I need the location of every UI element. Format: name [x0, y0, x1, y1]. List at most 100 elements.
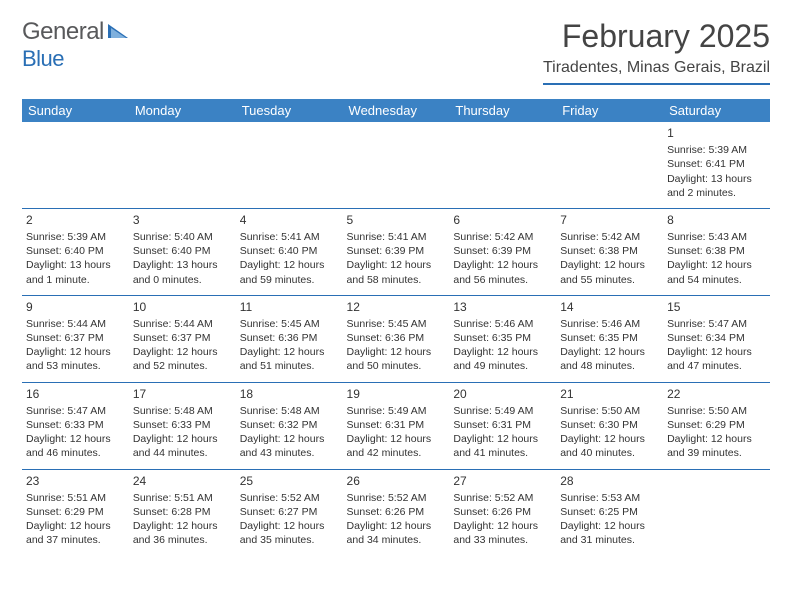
sunset-line: Sunset: 6:31 PM: [453, 418, 552, 432]
calendar-day-cell: 6Sunrise: 5:42 AMSunset: 6:39 PMDaylight…: [449, 208, 556, 295]
sunrise-line: Sunrise: 5:49 AM: [453, 404, 552, 418]
calendar-day-cell: [236, 122, 343, 208]
sunset-line: Sunset: 6:38 PM: [560, 244, 659, 258]
daylight-line: Daylight: 13 hours and 1 minute.: [26, 258, 125, 286]
sunset-line: Sunset: 6:31 PM: [347, 418, 446, 432]
sunrise-line: Sunrise: 5:45 AM: [240, 317, 339, 331]
day-number: 5: [347, 212, 446, 228]
sunset-line: Sunset: 6:40 PM: [240, 244, 339, 258]
sunset-line: Sunset: 6:29 PM: [26, 505, 125, 519]
calendar-day-cell: [556, 122, 663, 208]
calendar-day-cell: 16Sunrise: 5:47 AMSunset: 6:33 PMDayligh…: [22, 382, 129, 469]
sunset-line: Sunset: 6:25 PM: [560, 505, 659, 519]
calendar-day-cell: 25Sunrise: 5:52 AMSunset: 6:27 PMDayligh…: [236, 469, 343, 555]
day-number: 23: [26, 473, 125, 489]
calendar-week: 1Sunrise: 5:39 AMSunset: 6:41 PMDaylight…: [22, 122, 770, 208]
calendar-day-cell: 8Sunrise: 5:43 AMSunset: 6:38 PMDaylight…: [663, 208, 770, 295]
calendar-page: General February 2025 Tiradentes, Minas …: [0, 0, 792, 612]
sunrise-line: Sunrise: 5:42 AM: [453, 230, 552, 244]
calendar-day-cell: 23Sunrise: 5:51 AMSunset: 6:29 PMDayligh…: [22, 469, 129, 555]
daylight-line: Daylight: 12 hours and 33 minutes.: [453, 519, 552, 547]
calendar-day-cell: 17Sunrise: 5:48 AMSunset: 6:33 PMDayligh…: [129, 382, 236, 469]
day-number: 26: [347, 473, 446, 489]
header: General February 2025 Tiradentes, Minas …: [22, 18, 770, 85]
calendar-day-cell: 22Sunrise: 5:50 AMSunset: 6:29 PMDayligh…: [663, 382, 770, 469]
calendar-day-cell: [129, 122, 236, 208]
dayname-header: Wednesday: [343, 99, 450, 122]
daylight-line: Daylight: 12 hours and 50 minutes.: [347, 345, 446, 373]
sunset-line: Sunset: 6:36 PM: [347, 331, 446, 345]
calendar-day-cell: 7Sunrise: 5:42 AMSunset: 6:38 PMDaylight…: [556, 208, 663, 295]
sunrise-line: Sunrise: 5:42 AM: [560, 230, 659, 244]
calendar-day-cell: 2Sunrise: 5:39 AMSunset: 6:40 PMDaylight…: [22, 208, 129, 295]
calendar-day-cell: [22, 122, 129, 208]
daylight-line: Daylight: 12 hours and 39 minutes.: [667, 432, 766, 460]
sunrise-line: Sunrise: 5:45 AM: [347, 317, 446, 331]
calendar-week: 16Sunrise: 5:47 AMSunset: 6:33 PMDayligh…: [22, 382, 770, 469]
daylight-line: Daylight: 13 hours and 0 minutes.: [133, 258, 232, 286]
sunset-line: Sunset: 6:35 PM: [560, 331, 659, 345]
daylight-line: Daylight: 12 hours and 31 minutes.: [560, 519, 659, 547]
daylight-line: Daylight: 12 hours and 34 minutes.: [347, 519, 446, 547]
sunrise-line: Sunrise: 5:48 AM: [133, 404, 232, 418]
daylight-line: Daylight: 12 hours and 46 minutes.: [26, 432, 125, 460]
daylight-line: Daylight: 12 hours and 41 minutes.: [453, 432, 552, 460]
sunset-line: Sunset: 6:34 PM: [667, 331, 766, 345]
calendar-day-cell: 28Sunrise: 5:53 AMSunset: 6:25 PMDayligh…: [556, 469, 663, 555]
day-number: 1: [667, 125, 766, 141]
daylight-line: Daylight: 12 hours and 52 minutes.: [133, 345, 232, 373]
sunrise-line: Sunrise: 5:51 AM: [133, 491, 232, 505]
sunrise-line: Sunrise: 5:47 AM: [667, 317, 766, 331]
day-number: 7: [560, 212, 659, 228]
calendar-day-cell: 26Sunrise: 5:52 AMSunset: 6:26 PMDayligh…: [343, 469, 450, 555]
daylight-line: Daylight: 12 hours and 36 minutes.: [133, 519, 232, 547]
day-number: 8: [667, 212, 766, 228]
daylight-line: Daylight: 12 hours and 49 minutes.: [453, 345, 552, 373]
day-number: 12: [347, 299, 446, 315]
sunrise-line: Sunrise: 5:47 AM: [26, 404, 125, 418]
sunrise-line: Sunrise: 5:48 AM: [240, 404, 339, 418]
dayname-row: SundayMondayTuesdayWednesdayThursdayFrid…: [22, 99, 770, 122]
dayname-header: Thursday: [449, 99, 556, 122]
daylight-line: Daylight: 12 hours and 59 minutes.: [240, 258, 339, 286]
day-number: 2: [26, 212, 125, 228]
day-number: 13: [453, 299, 552, 315]
sunrise-line: Sunrise: 5:52 AM: [453, 491, 552, 505]
dayname-header: Sunday: [22, 99, 129, 122]
daylight-line: Daylight: 12 hours and 37 minutes.: [26, 519, 125, 547]
day-number: 3: [133, 212, 232, 228]
calendar-day-cell: 24Sunrise: 5:51 AMSunset: 6:28 PMDayligh…: [129, 469, 236, 555]
title-divider: [543, 83, 770, 85]
sunset-line: Sunset: 6:35 PM: [453, 331, 552, 345]
sunrise-line: Sunrise: 5:49 AM: [347, 404, 446, 418]
day-number: 14: [560, 299, 659, 315]
title-block: February 2025 Tiradentes, Minas Gerais, …: [543, 18, 770, 85]
daylight-line: Daylight: 12 hours and 51 minutes.: [240, 345, 339, 373]
logo-word2: Blue: [22, 46, 64, 71]
dayname-header: Saturday: [663, 99, 770, 122]
sunset-line: Sunset: 6:36 PM: [240, 331, 339, 345]
day-number: 27: [453, 473, 552, 489]
calendar-day-cell: 15Sunrise: 5:47 AMSunset: 6:34 PMDayligh…: [663, 295, 770, 382]
day-number: 18: [240, 386, 339, 402]
sunset-line: Sunset: 6:40 PM: [26, 244, 125, 258]
sunset-line: Sunset: 6:40 PM: [133, 244, 232, 258]
calendar-table: SundayMondayTuesdayWednesdayThursdayFrid…: [22, 99, 770, 555]
day-number: 21: [560, 386, 659, 402]
daylight-line: Daylight: 12 hours and 54 minutes.: [667, 258, 766, 286]
sunset-line: Sunset: 6:39 PM: [347, 244, 446, 258]
day-number: 15: [667, 299, 766, 315]
calendar-week: 23Sunrise: 5:51 AMSunset: 6:29 PMDayligh…: [22, 469, 770, 555]
sunset-line: Sunset: 6:32 PM: [240, 418, 339, 432]
calendar-week: 2Sunrise: 5:39 AMSunset: 6:40 PMDaylight…: [22, 208, 770, 295]
daylight-line: Daylight: 12 hours and 48 minutes.: [560, 345, 659, 373]
daylight-line: Daylight: 12 hours and 43 minutes.: [240, 432, 339, 460]
sunset-line: Sunset: 6:33 PM: [26, 418, 125, 432]
day-number: 11: [240, 299, 339, 315]
sunrise-line: Sunrise: 5:46 AM: [560, 317, 659, 331]
logo-flag-icon: [108, 22, 130, 45]
day-number: 28: [560, 473, 659, 489]
calendar-day-cell: [343, 122, 450, 208]
calendar-day-cell: 9Sunrise: 5:44 AMSunset: 6:37 PMDaylight…: [22, 295, 129, 382]
logo-word1: General: [22, 18, 104, 46]
